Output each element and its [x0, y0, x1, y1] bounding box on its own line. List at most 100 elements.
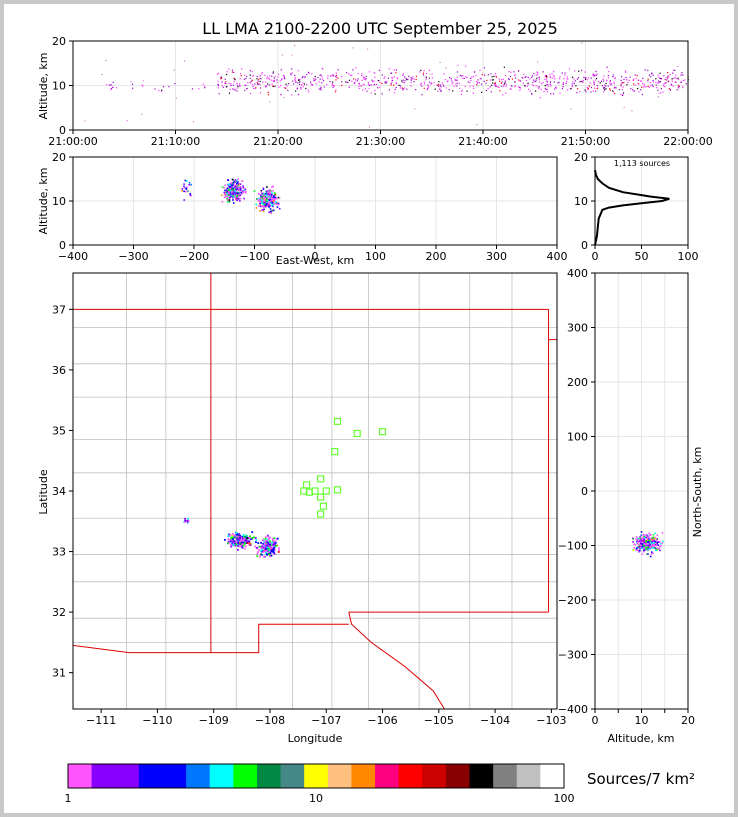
ns-height-source-cell [645, 542, 648, 545]
time-height-source-point [470, 77, 472, 80]
time-height-source-point [501, 85, 503, 87]
plan-view-source-cell [271, 543, 274, 546]
time-height-source-point [478, 82, 480, 84]
plan-view-source-cell [257, 542, 260, 544]
ew-height-source-cell [261, 195, 264, 198]
ns-height-source-cell [640, 537, 643, 540]
time-height-source-point [375, 83, 378, 86]
time-height-source-point [142, 85, 144, 87]
time-height-source-point [569, 68, 571, 70]
time-height-source-point [545, 74, 547, 76]
time-height-source-point [624, 70, 627, 72]
time-height-source-point [657, 80, 660, 82]
ew-height-source-cell [266, 193, 269, 195]
time-height-source-point [613, 81, 615, 83]
time-height-source-point [502, 78, 504, 80]
time-height-source-point [363, 84, 366, 86]
time-height-source-point [602, 78, 604, 80]
time-height-source-point [322, 80, 325, 82]
colorbar-swatch [516, 764, 541, 788]
time-height-source-point [673, 77, 675, 79]
time-height-source-point [587, 77, 590, 79]
time-height-source-point [132, 87, 134, 89]
time-height-source-point [439, 84, 441, 86]
ns-height-source-cell [641, 543, 644, 545]
time-height-source-point [388, 89, 391, 91]
ns-height-source-cell [642, 538, 645, 541]
time-height-source-point [315, 78, 317, 80]
time-height-source-point [383, 77, 385, 80]
time-height-source-point [447, 80, 449, 82]
time-height-source-point [393, 76, 395, 78]
time-height-source-point [281, 78, 283, 80]
time-height-source-point [531, 93, 533, 95]
time-height-source-point [657, 89, 659, 91]
time-height-source-point [174, 83, 176, 85]
time-height-source-point [204, 85, 206, 87]
time-height-source-point [381, 82, 383, 85]
ew-height-source-cell [241, 180, 244, 182]
ew-height-source-cell [274, 197, 277, 200]
ew-height-source-cell [268, 200, 271, 203]
ew-height-source-cell [270, 204, 273, 207]
time-height-source-point [677, 85, 679, 87]
time-height-source-point [613, 83, 615, 85]
time-height-source-point [457, 65, 459, 67]
time-height-source-point [525, 75, 527, 78]
time-height-source-point [256, 78, 258, 80]
time-height-source-point [431, 82, 433, 84]
time-height-source-point [401, 80, 403, 82]
ew-height-source-cell [273, 200, 276, 202]
ew-height-source-cell [267, 205, 270, 207]
plan-view-source-cell [237, 545, 239, 547]
plan-view-source-cell [263, 555, 265, 558]
time-height-source-point [217, 83, 219, 86]
time-height-source-point [625, 76, 627, 79]
time-height-source-point [252, 85, 254, 88]
time-height-source-point [632, 83, 635, 85]
ew-height-ytick-label: 0 [59, 239, 66, 252]
time-height-source-point [509, 88, 511, 90]
plan-view-source-cell [228, 539, 231, 542]
time-height-source-point [676, 89, 678, 91]
ns-height-source-cell [648, 532, 651, 535]
time-height-source-point [354, 79, 357, 81]
time-height-source-point [217, 80, 219, 82]
time-height-source-point [613, 87, 615, 89]
time-height-source-point [655, 81, 657, 83]
ew-height-source-cell [270, 193, 273, 196]
time-height-source-point [485, 82, 487, 84]
time-height-source-point [558, 77, 561, 80]
ew-height-source-cell [267, 204, 269, 206]
time-height-source-point [610, 83, 613, 85]
time-height-source-point [246, 75, 248, 78]
time-height-source-point [466, 76, 468, 79]
ew-height-source-cell [264, 201, 267, 204]
plan-view-xtick-label: −108 [255, 714, 285, 727]
ew-height-source-cell [273, 195, 275, 197]
ew-height-source-cell [243, 189, 246, 192]
time-height-source-point [551, 73, 553, 75]
state-border [210, 623, 349, 654]
time-height-xtick-label: 21:50:00 [561, 135, 610, 148]
time-height-source-point [592, 90, 594, 92]
time-height-source-point [586, 86, 588, 89]
time-height-source-point [462, 77, 464, 79]
time-height-source-point [390, 72, 392, 74]
colorbar-swatch [186, 764, 211, 788]
ew-height-source-cell [269, 202, 272, 204]
ew-height-source-cell [226, 189, 229, 192]
time-height-source-point [603, 75, 605, 77]
ew-height-source-cell [271, 195, 273, 198]
ns-height-ytick-label: 200 [567, 376, 588, 389]
time-height-source-point [402, 88, 404, 90]
plan-view-source-cell [242, 534, 245, 537]
time-height-source-point [642, 83, 644, 85]
time-height-source-point [438, 85, 440, 87]
ew-height-source-cell [272, 205, 274, 208]
time-height-source-point [281, 79, 283, 81]
ns-height-source-cell [650, 537, 653, 540]
plan-view-source-cell [268, 536, 271, 539]
ew-height-source-cell [270, 200, 273, 202]
time-height-source-point [110, 88, 112, 91]
